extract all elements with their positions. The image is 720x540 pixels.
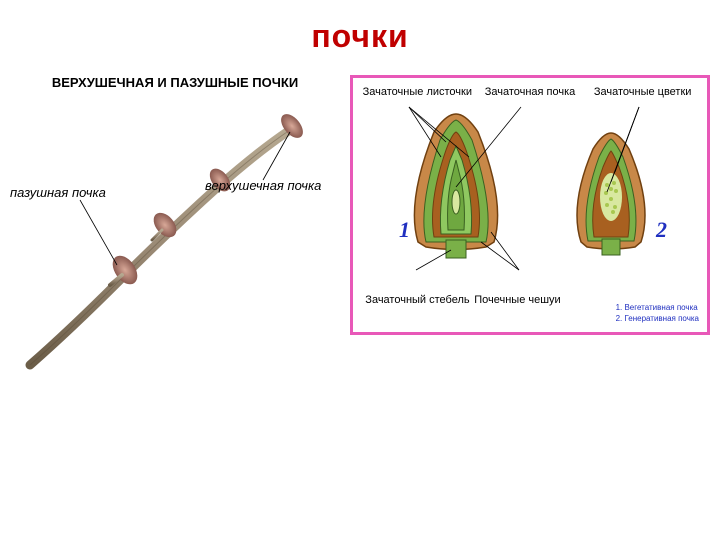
top-labels-row: Зачаточные листочки Зачаточная почка Зач… <box>361 86 699 98</box>
label-apical: верхушечная почка <box>205 178 321 193</box>
left-header: ВЕРХУШЕЧНАЯ И ПАЗУШНЫЕ ПОЧКИ <box>10 75 340 90</box>
legend-line-2: 2. Генеративная почка <box>616 314 699 324</box>
bud-number-2: 2 <box>656 217 667 243</box>
buds-diagram: 1 2 <box>361 102 699 267</box>
label-stem: Зачаточный стебель <box>365 294 469 306</box>
branch-diagram: пазушная почка верхушечная почка <box>10 100 340 380</box>
label-axillary: пазушная почка <box>10 185 106 200</box>
bottom-labels-row: Зачаточный стебель Почечные чешуи <box>363 294 563 306</box>
label-scales: Почечные чешуи <box>474 294 560 306</box>
label-flowers: Зачаточные цветки <box>587 86 699 98</box>
label-bud: Зачаточная почка <box>474 86 586 98</box>
legend: 1. Вегетативная почка 2. Генеративная по… <box>616 303 699 324</box>
buds-svg <box>361 102 706 277</box>
branch-svg <box>10 100 340 380</box>
legend-line-1: 1. Вегетативная почка <box>616 303 699 313</box>
bud-number-1: 1 <box>399 217 410 243</box>
diagram-container: ВЕРХУШЕЧНАЯ И ПАЗУШНЫЕ ПОЧКИ <box>0 55 720 380</box>
left-panel: ВЕРХУШЕЧНАЯ И ПАЗУШНЫЕ ПОЧКИ <box>10 75 340 380</box>
page-title: почки <box>0 0 720 55</box>
right-panel: Зачаточные листочки Зачаточная почка Зач… <box>350 75 710 335</box>
title-text: почки <box>311 18 408 54</box>
label-leaflets: Зачаточные листочки <box>362 86 474 98</box>
